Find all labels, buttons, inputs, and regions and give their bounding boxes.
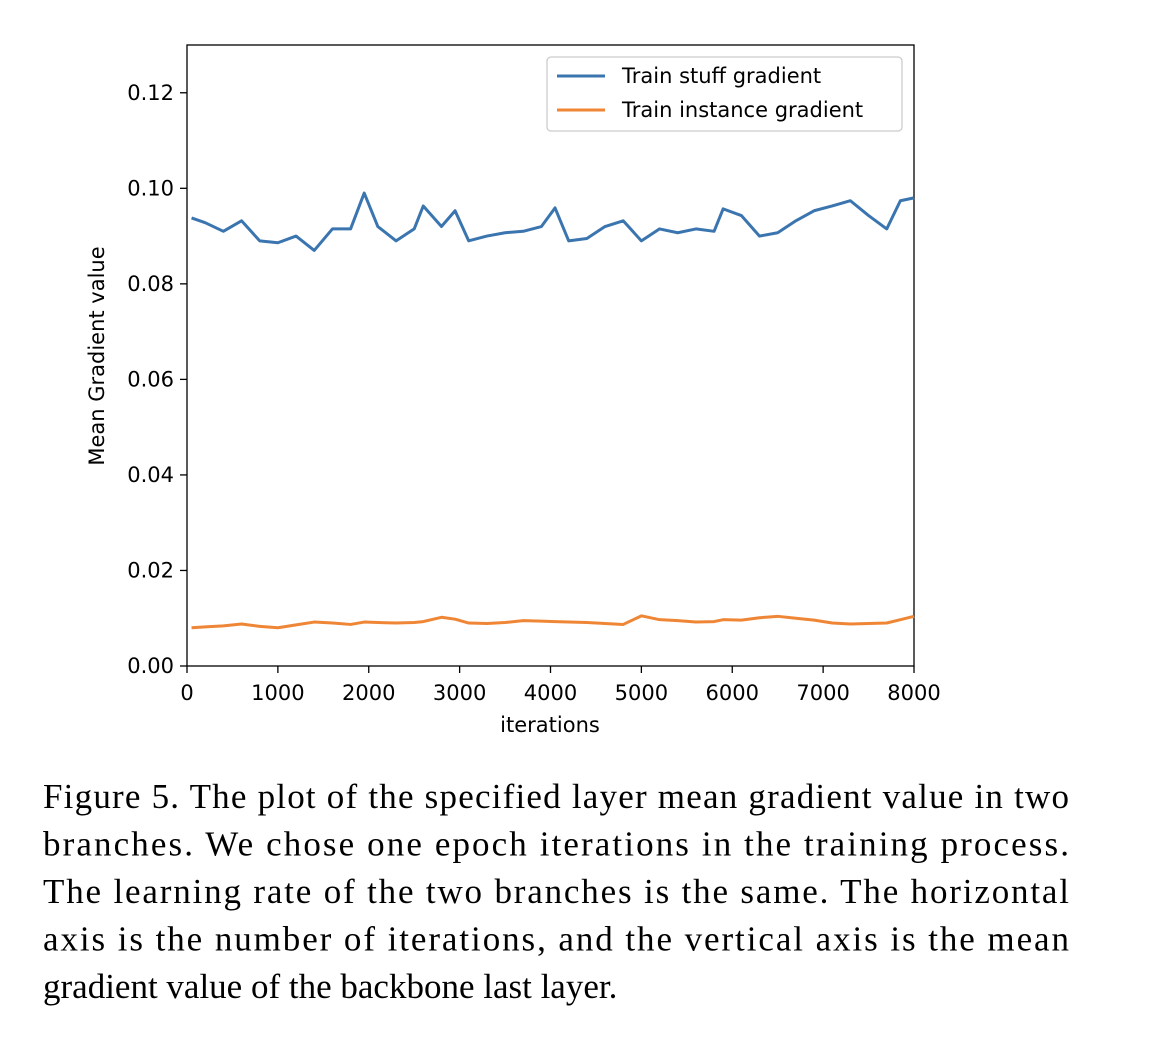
caption-line: The learning rate of the two branches is… — [43, 872, 1069, 911]
y-tick-label: 0.02 — [127, 558, 174, 582]
x-axis-label: iterations — [500, 713, 600, 737]
x-tick-label: 1000 — [251, 681, 304, 705]
y-tick-label: 0.12 — [127, 81, 174, 105]
x-tick-label: 6000 — [706, 681, 759, 705]
caption-line: Figure 5. The plot of the specified laye… — [43, 777, 1069, 816]
x-tick-label: 7000 — [796, 681, 849, 705]
caption-line: branches. We chose one epoch iterations … — [43, 825, 1069, 864]
series-line — [191, 614, 915, 630]
x-tick-label: 4000 — [524, 681, 577, 705]
legend-label: Train stuff gradient — [621, 64, 821, 88]
plot-frame — [186, 44, 915, 667]
y-tick-label: 0.08 — [127, 272, 174, 296]
legend-label: Train instance gradient — [621, 98, 863, 122]
x-tick-label: 3000 — [433, 681, 486, 705]
caption-line: axis is the number of iterations, and th… — [43, 920, 1069, 959]
legend-box — [546, 56, 903, 132]
y-axis-label: Mean Gradient value — [85, 246, 109, 465]
caption-line: gradient value of the backbone last laye… — [43, 967, 617, 1006]
y-tick-label: 0.10 — [127, 176, 174, 200]
x-tick-label: 8000 — [887, 681, 940, 705]
y-tick-label: 0.00 — [127, 654, 174, 678]
y-tick-label: 0.04 — [127, 463, 174, 487]
series-line — [191, 191, 915, 252]
y-tick-label: 0.06 — [127, 367, 174, 391]
x-tick-label: 0 — [180, 681, 193, 705]
x-tick-label: 2000 — [342, 681, 395, 705]
x-tick-label: 5000 — [615, 681, 668, 705]
